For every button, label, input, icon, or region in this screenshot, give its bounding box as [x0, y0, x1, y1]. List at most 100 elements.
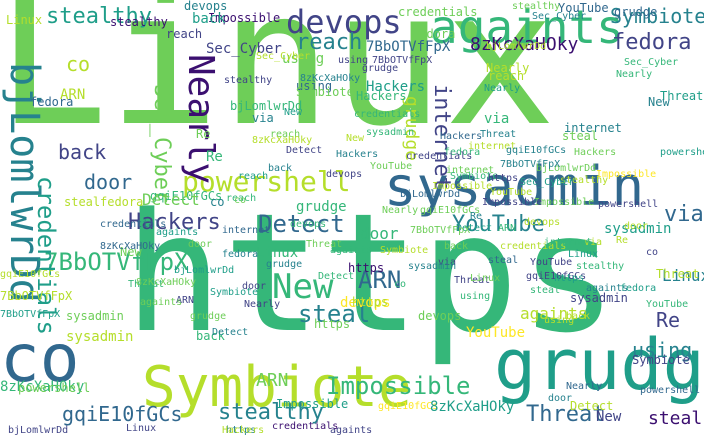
word-gqie10fgcs-6: gqiE10fGCs: [420, 205, 481, 216]
word-powershell-3: powershell: [18, 381, 91, 395]
word-https-5: https: [352, 295, 389, 309]
word-detect-5: Detect: [456, 223, 493, 234]
word-gqie10fgcs-large: gqiE10fGCs: [62, 402, 183, 426]
word-bjlomlwrdd-7: bjLomlwrDd: [174, 265, 235, 276]
word-gqie10fgcs-7: gqiE10fGCs: [506, 145, 567, 156]
word-youtube-7: YouTube: [370, 161, 413, 172]
word-sec-cyber-4: Sec_Cyber: [532, 11, 587, 22]
word-sysadmin-6: sysadmin: [366, 127, 415, 138]
word-re-4: Re: [616, 235, 629, 246]
word-devops-6: devops: [524, 217, 561, 228]
word-gqie10fgcs-4: gqiE10fGCs: [526, 271, 587, 282]
word-re-5: Re: [470, 211, 483, 222]
word-credentials-5: credentials: [100, 219, 167, 230]
word-internet-2: internet: [564, 121, 622, 135]
word-youtube: YouTube: [452, 212, 545, 237]
word-8zkcxahoky-4: 8zKcXaHOky: [100, 241, 161, 252]
word-threat-5: Threat: [128, 279, 165, 290]
word-https-3: https: [226, 425, 257, 436]
word-back-4: back: [444, 241, 469, 252]
word-youtube-2: YouTube: [466, 325, 526, 341]
word-bjlomlwrdd-3: bjLomlwrDd: [8, 425, 69, 436]
word-grudge-2: grudge: [401, 96, 422, 162]
word-symbiote-7: Symbiote: [380, 245, 429, 256]
word-internet-5: internet: [544, 237, 593, 248]
word-stealthy-3: stealthy: [512, 1, 561, 12]
word-back-2: back: [192, 11, 226, 27]
word-linux-6: Linux: [568, 249, 599, 260]
word-detect-2: Detect: [570, 399, 614, 413]
word-7bbotvffpx-2: 7BbOTVfFpX: [366, 39, 451, 55]
word-youtube-3: YouTube: [558, 1, 609, 15]
word-reach-5: reach: [270, 129, 301, 140]
word-7bbotvffpx-3: 7BbOTVfFpX: [0, 289, 73, 303]
word-devops: devops: [286, 3, 402, 41]
word-linux-2: Linux: [662, 266, 704, 285]
word-arn-3: ARN: [60, 87, 86, 103]
word-hackers: Hackers: [128, 210, 221, 235]
word-door-5: door: [188, 239, 213, 250]
word-7bbotvffpx-4: 7BbOTVfFpX: [0, 309, 61, 320]
word-linux-4: Linux: [126, 423, 157, 434]
word-threat-4: Threat: [454, 275, 491, 286]
word-new: New: [272, 267, 334, 307]
word-hackers-2: Hackers: [356, 89, 407, 103]
word-sysadmin: sysadmin: [384, 155, 645, 218]
word-nearly-7: Nearly: [244, 299, 281, 310]
word-sec-cyber-5: Sec_Cyber: [256, 51, 311, 62]
word-impossible-4: Impossible: [596, 169, 657, 180]
word-stealthy-6: stealthy: [560, 175, 609, 186]
word-7bbotvffpx-5: 7BbOTVfFpX: [372, 55, 433, 66]
word-8zkcxahoky-large: 8zKcXaHOky: [470, 34, 579, 55]
word-via-2: via: [484, 111, 510, 127]
word-new-3: New: [120, 245, 142, 259]
word-hackers-6: Hackers: [440, 131, 483, 142]
word-sec-cyber-2: Sec_Cyber: [206, 41, 282, 57]
word-steal: steal: [298, 300, 371, 328]
word-co-4: co: [234, 195, 247, 206]
word-gqie10fgcs-2: gqiE10fGCs: [378, 401, 439, 412]
word-https-4: https: [348, 261, 385, 275]
word-credentials-4: credentials: [500, 241, 567, 252]
word-powershell-2: powershell: [640, 385, 701, 396]
word-bjlomlwrdd: bjLomlwrDd: [1, 62, 47, 303]
word-bjlomlwrdd-2: bjLomlwrDd: [230, 99, 303, 113]
word-https-7: https: [554, 273, 585, 284]
word-8zkcxahoky-3: 8zKcXaHOky: [0, 379, 85, 395]
word-steal-3: steal: [64, 195, 101, 209]
word-re-3: Re: [196, 127, 211, 141]
word-detect: Detect: [258, 210, 345, 238]
word-hackers-4: Hackers: [222, 425, 265, 436]
word-sysadmin-5: sysadmin: [66, 309, 124, 323]
word-door-6: door: [242, 281, 267, 292]
word-via-3: via: [252, 111, 274, 125]
word-7bbotvffpx-large: 7BbOTVfFpX: [44, 248, 189, 276]
word-new-4: New: [648, 95, 670, 109]
word-https-6: https: [488, 173, 519, 184]
word-fedora-4: fedora: [100, 195, 144, 209]
word-bjlomlwrdd-5: bjLomlwrDd: [536, 163, 597, 174]
word-steal-5: steal: [488, 255, 519, 266]
word-re-2: Re: [206, 149, 223, 165]
word-using-2: using: [282, 51, 325, 67]
word-impossible-7: Impossible: [432, 181, 493, 192]
word-using: using: [632, 338, 693, 362]
word-reach-4: reach: [226, 193, 257, 204]
word-reach-2: reach: [488, 69, 525, 83]
word-door: door: [84, 170, 133, 194]
word-reach: reach: [296, 30, 363, 55]
word-symbiote-2: Symbiote: [610, 4, 704, 28]
word-bjlomlwrdd-4: bjLomlwrDd: [486, 41, 547, 52]
word-steal-6: steal: [530, 285, 561, 296]
word-https: https: [124, 178, 618, 369]
word-againts-4: againts: [586, 283, 629, 294]
word-detect-7: Detect: [318, 271, 355, 282]
word-sysadmin-4: sysadmin: [66, 329, 134, 345]
word-threat-3: Threat: [656, 267, 700, 281]
word-youtube-4: YouTube: [646, 299, 689, 310]
word-stealthy-7: stealthy: [576, 261, 625, 272]
word-new-2: New: [596, 409, 622, 425]
word-co-2: co: [66, 52, 91, 76]
word-againts-6: againts: [156, 227, 199, 238]
